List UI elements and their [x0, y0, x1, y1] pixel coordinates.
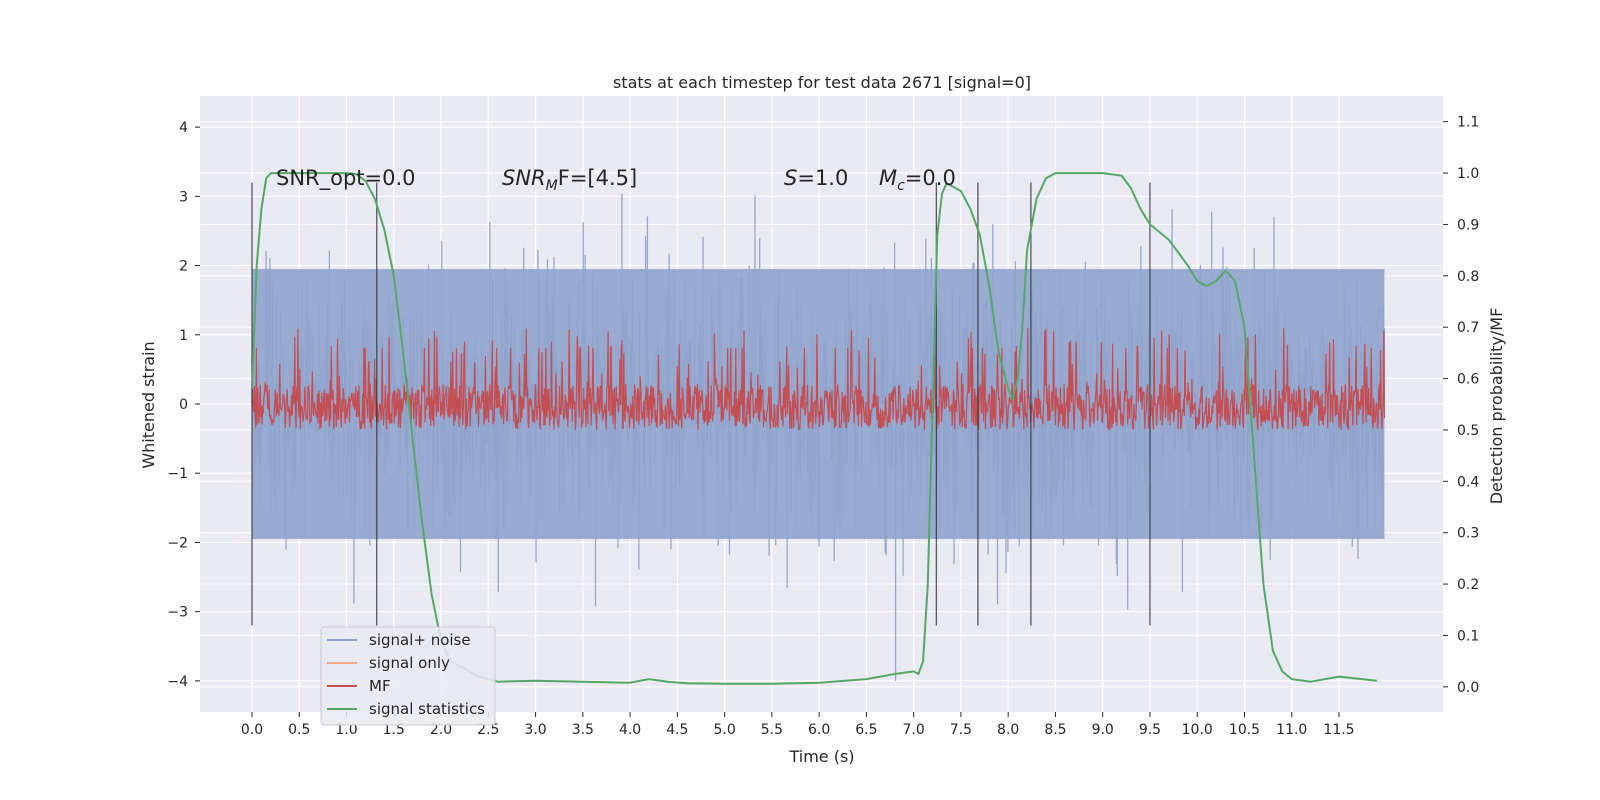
y2-tick-label: 0.7 [1457, 320, 1479, 336]
y-tick-label: −3 [167, 605, 188, 621]
x-tick-label: 9.0 [1092, 722, 1114, 738]
annotation-s: S=1.0 [784, 166, 848, 190]
annotation-snr-mf-base: SNR [502, 166, 546, 190]
x-tick-label: 10.5 [1229, 722, 1260, 738]
x-tick-label: 6.5 [855, 722, 877, 738]
legend-label-signal-statistics: signal statistics [369, 700, 485, 718]
y2-tick-label: 0.1 [1457, 628, 1479, 644]
annotation-s-val: =1.0 [797, 166, 848, 190]
y-axis-label: Whitened strain [139, 341, 158, 468]
y-tick-label: −4 [167, 674, 188, 690]
x-tick-label: 4.0 [619, 722, 641, 738]
series-mf [251, 328, 1385, 432]
y2-tick-label: 0.8 [1457, 269, 1479, 285]
x-tick-label: 0.0 [241, 722, 263, 738]
y2-tick-label: 0.6 [1457, 372, 1479, 388]
x-tick-label: 8.5 [1044, 722, 1066, 738]
x-tick-label: 10.0 [1182, 722, 1213, 738]
x-tick-label: 11.0 [1276, 722, 1307, 738]
x-tick-label: 8.0 [997, 722, 1019, 738]
y-tick-label: −2 [167, 535, 188, 551]
x-tick-label: 3.0 [524, 722, 546, 738]
y-tick-label: 2 [179, 259, 188, 275]
y2-tick-label: 0.5 [1457, 423, 1479, 439]
x-axis-ticks: 0.0 0.5 1.0 1.5 2.0 2.5 3.0 3.5 4.0 4.5 5.0 5.5 6.0 6… [241, 712, 1355, 738]
y2-tick-label: 0.4 [1457, 474, 1479, 490]
x-tick-label: 7.0 [903, 722, 925, 738]
y2-tick-label: 0.2 [1457, 577, 1479, 593]
annotation-mc-sub: c [897, 178, 905, 194]
x-tick-label: 2.0 [430, 722, 452, 738]
x-tick-label: 2.5 [477, 722, 499, 738]
y-tick-label: 0 [179, 397, 188, 413]
annotation-snr-opt: SNR_opt=0.0 [276, 166, 416, 191]
x-tick-label: 11.5 [1323, 722, 1354, 738]
legend-label-signal-only: signal only [369, 654, 450, 672]
x-tick-label: 1.0 [335, 722, 357, 738]
x-tick-label: 7.5 [950, 722, 972, 738]
y2-tick-label: 1.1 [1457, 115, 1479, 131]
x-axis-label: Time (s) [788, 747, 854, 766]
y2-tick-label: 0.9 [1457, 217, 1479, 233]
y-tick-label: 1 [179, 328, 188, 344]
legend-frame [320, 626, 496, 726]
legend-label-mf: MF [369, 677, 391, 695]
x-tick-label: 6.0 [808, 722, 830, 738]
annotations: SNR_opt=0.0 SNRMF=[4.5] S=1.0 Mc=0.0 [276, 166, 956, 194]
legend: signal+ noise signal only MF signal stat… [320, 626, 496, 726]
annotation-mc-sym: M [879, 166, 897, 190]
annotation-mc-val: =0.0 [905, 166, 956, 190]
y-tick-label: 3 [179, 189, 188, 205]
legend-label-signal-noise: signal+ noise [369, 631, 471, 649]
series-signal-statistics [251, 172, 1377, 685]
series-layer [251, 172, 1386, 685]
annotation-snr-mf: SNRMF=[4.5] [502, 166, 637, 194]
chart-title: stats at each timestep for test data 267… [613, 73, 1031, 92]
y2-tick-label: 0.3 [1457, 526, 1479, 542]
x-tick-label: 5.0 [713, 722, 735, 738]
annotation-snr-mf-tail: F=[4.5] [558, 166, 637, 190]
x-tick-label: 4.5 [666, 722, 688, 738]
x-tick-label: 5.5 [761, 722, 783, 738]
y-tick-label: −1 [167, 466, 188, 482]
x-tick-label: 9.5 [1139, 722, 1161, 738]
x-tick-label: 3.5 [572, 722, 594, 738]
x-tick-label: 0.5 [288, 722, 310, 738]
annotation-mc: Mc=0.0 [879, 166, 956, 194]
y-axis-ticks: 4 3 2 1 0 −1 −2 −3 −4 [167, 120, 200, 690]
annotation-snr-mf-sub: M [546, 178, 558, 194]
y2-axis-ticks: 1.1 1.0 0.9 0.8 0.7 0.6 0.5 0.4 0.3 0.2 0.1 0.0 [1443, 115, 1479, 696]
y-tick-label: 4 [179, 120, 188, 136]
y2-axis-label: Detection probability/MF [1487, 308, 1506, 505]
annotation-s-sym: S [784, 166, 797, 190]
x-tick-label: 1.5 [383, 722, 405, 738]
y2-tick-label: 1.0 [1457, 166, 1479, 182]
y2-tick-label: 0.0 [1457, 680, 1479, 696]
